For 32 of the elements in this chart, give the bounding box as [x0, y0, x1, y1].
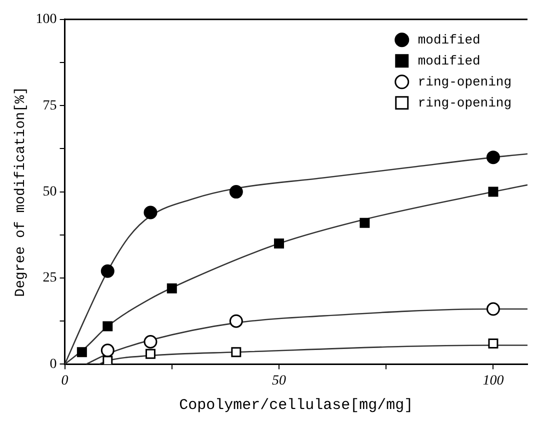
x-tick-label: 0 [61, 373, 68, 388]
point [486, 150, 500, 164]
point [488, 338, 498, 349]
y-tick-label: 25 [42, 270, 57, 286]
y-tick-label: 50 [42, 184, 57, 200]
x-axis-title: Copolymer/cellulase[mg/mg] [179, 396, 414, 414]
legend-label: modified [418, 53, 480, 68]
point [144, 206, 158, 220]
y-tick-label: 75 [42, 98, 57, 114]
point [166, 283, 177, 294]
point [145, 348, 156, 359]
point [144, 335, 158, 349]
legend-label: ring-opening [418, 95, 512, 110]
x-tick-label: 100 [482, 373, 504, 388]
point [360, 218, 370, 228]
y-axis-title: Degree of modification[%] [13, 86, 30, 297]
point [486, 302, 500, 316]
point [76, 347, 87, 358]
point [102, 321, 113, 332]
y-tick-label: 100 [36, 12, 57, 28]
point [274, 238, 284, 249]
point [488, 186, 498, 197]
y-tick-label: 0 [50, 356, 57, 372]
point [229, 314, 243, 328]
legend-label: modified [418, 32, 480, 48]
legend-label: ring-opening [418, 74, 512, 90]
point [100, 264, 114, 278]
x-tick-label: 50 [272, 373, 286, 388]
point [229, 185, 243, 199]
point [231, 347, 242, 358]
point [100, 344, 114, 358]
point [102, 356, 113, 364]
